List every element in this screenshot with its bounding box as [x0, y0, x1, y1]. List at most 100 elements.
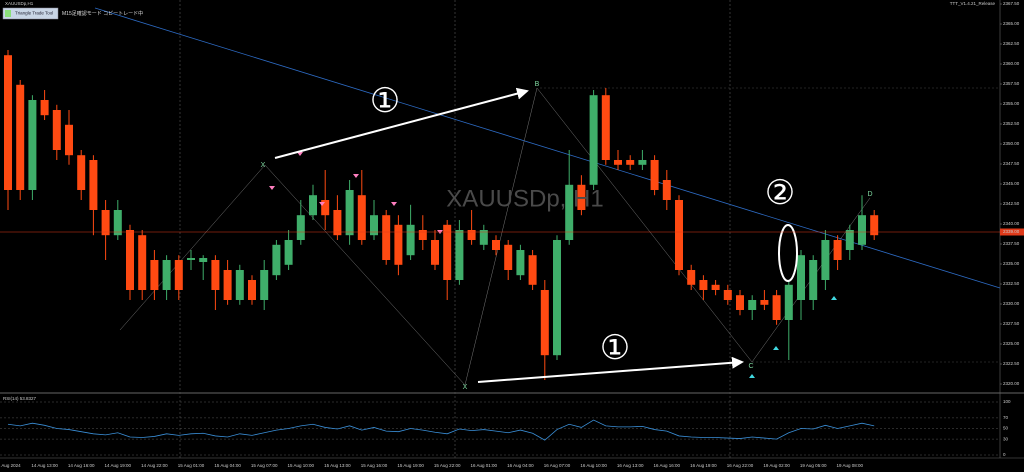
- candle-body: [784, 284, 793, 320]
- candle-body: [138, 235, 147, 290]
- sell-arrow: [353, 174, 359, 178]
- pattern-label: X: [463, 384, 468, 391]
- y-tick-label: 2347.50: [1003, 161, 1020, 166]
- candle-body: [113, 210, 122, 236]
- x-tick-label: 19 Aug 08:00: [837, 463, 864, 468]
- rsi-tick-label: 50: [1003, 426, 1009, 431]
- rsi-tick-label: 0: [1003, 452, 1006, 457]
- candle-body: [333, 210, 342, 236]
- sell-arrow: [297, 152, 303, 156]
- annotation: ②: [765, 174, 795, 212]
- x-tick-label: 15 Aug 01:00: [178, 463, 205, 468]
- buy-signals: [749, 296, 837, 378]
- candle-body: [760, 300, 769, 305]
- y-tick-label: 2337.50: [1003, 241, 1020, 246]
- pattern-line: [536, 87, 753, 363]
- candle-body: [797, 255, 805, 300]
- candle-body: [858, 215, 866, 245]
- sell-arrow: [319, 202, 325, 206]
- candle-body: [52, 110, 61, 150]
- x-tick-label: 16 Aug 10:00: [580, 463, 607, 468]
- rsi-line: [7, 419, 875, 441]
- candle-body: [187, 258, 195, 260]
- candle-body: [870, 215, 879, 236]
- tool-button-label: Triangle Trade Tool: [15, 11, 53, 16]
- candle-body: [504, 244, 513, 270]
- candle-body: [492, 240, 500, 250]
- candle-body: [723, 290, 732, 300]
- x-tick-label: 16 Aug 01:00: [471, 463, 498, 468]
- pattern-label: B: [535, 81, 540, 88]
- x-tick-label: 14 Aug 19:00: [105, 463, 132, 468]
- candle-body: [260, 270, 269, 300]
- candle-body: [736, 295, 744, 310]
- candle-body: [321, 200, 330, 216]
- buy-arrow: [831, 296, 837, 300]
- candle-body: [4, 55, 12, 191]
- y-tick-label: 2365.00: [1003, 21, 1020, 26]
- candle-body: [467, 230, 476, 240]
- candle-body: [406, 224, 415, 256]
- tool-button[interactable]: [2, 7, 59, 20]
- y-tick-label: 2352.50: [1003, 121, 1020, 126]
- x-tick-label: 19 Aug 05:00: [800, 463, 827, 468]
- candle-body: [662, 180, 671, 200]
- candle-body: [614, 160, 622, 165]
- candle-body: [309, 195, 317, 216]
- buy-arrow: [773, 346, 779, 350]
- x-tick-label: 14 Aug 22:00: [141, 463, 168, 468]
- candle-body: [638, 160, 647, 165]
- candle-body: [77, 155, 86, 190]
- candle-body: [199, 258, 208, 262]
- y-tick-label: 2327.50: [1003, 321, 1020, 326]
- candle-body: [577, 184, 586, 210]
- candle-body: [687, 270, 696, 285]
- y-tick-label: 2357.50: [1003, 81, 1020, 86]
- candle-body: [162, 260, 171, 290]
- pattern-label: D: [867, 191, 872, 198]
- x-tick-label: 19 Aug 02:00: [763, 463, 790, 468]
- candle-body: [833, 240, 842, 260]
- candle-body: [211, 260, 220, 290]
- candle-body: [455, 230, 464, 280]
- annotation: ①: [370, 82, 400, 120]
- candle-body: [101, 210, 110, 236]
- y-tick-label: 2332.50: [1003, 281, 1020, 286]
- status-text: M15足確認モード コピートレード中: [62, 10, 143, 17]
- candle-body: [540, 290, 549, 356]
- x-tick-label: 15 Aug 04:00: [214, 463, 241, 468]
- candle-body: [565, 184, 574, 240]
- candle-body: [418, 230, 427, 240]
- y-tick-label: 2340.00: [1003, 221, 1020, 226]
- candle-body: [772, 295, 781, 320]
- x-tick-label: 15 Aug 16:00: [361, 463, 388, 468]
- pattern-line: [464, 87, 538, 386]
- y-tick-label: 2320.00: [1003, 381, 1020, 386]
- buy-arrow: [749, 374, 755, 378]
- candle-body: [711, 284, 720, 290]
- candle-body: [601, 95, 610, 160]
- x-tick-label: 16 Aug 16:00: [654, 463, 681, 468]
- candle-body: [431, 240, 439, 265]
- candle-body: [357, 195, 366, 240]
- candle-body: [296, 215, 305, 240]
- x-tick-label: 15 Aug 22:00: [434, 463, 461, 468]
- y-tick-label: 2325.00: [1003, 341, 1020, 346]
- candle-body: [516, 250, 525, 276]
- candle-body: [65, 124, 73, 156]
- rsi-title: RSI(14) 53.8327: [3, 396, 37, 401]
- x-tick-label: 16 Aug 19:00: [690, 463, 717, 468]
- candle-body: [443, 224, 452, 280]
- candle-body: [89, 160, 98, 210]
- x-tick-label: 15 Aug 13:00: [324, 463, 351, 468]
- chart-title: XAUUSDp,H1: [5, 1, 34, 6]
- x-tick-label: 14 Aug 16:00: [68, 463, 95, 468]
- y-tick-label: 2350.00: [1003, 141, 1020, 146]
- y-tick-label: 2335.00: [1003, 261, 1020, 266]
- x-tick-label: 16 Aug 22:00: [727, 463, 754, 468]
- pattern-label: X: [261, 162, 266, 169]
- candle-body: [28, 100, 37, 190]
- candle-body: [235, 270, 244, 300]
